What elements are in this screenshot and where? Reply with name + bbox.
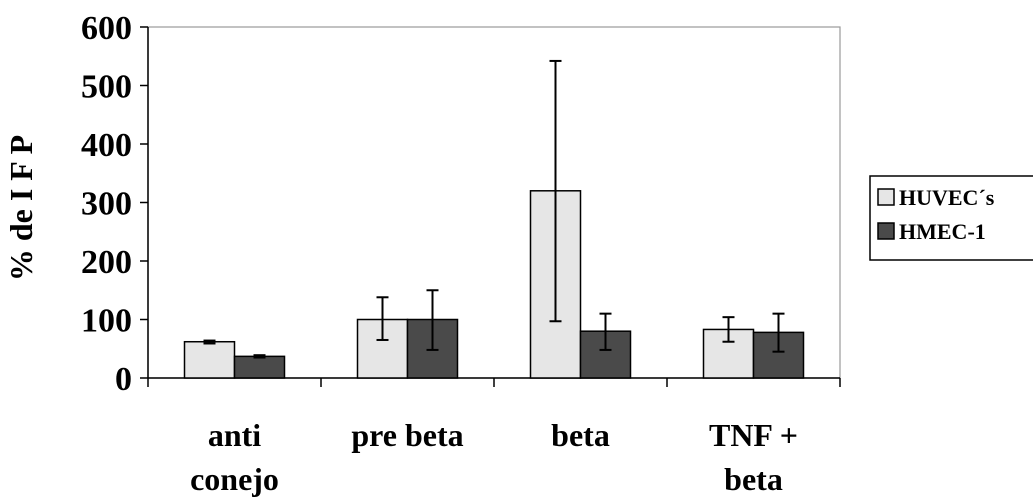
bar-hmec-1	[233, 355, 286, 379]
y-tick-label: 600	[81, 10, 132, 47]
legend-box	[869, 175, 1033, 261]
plot-frame	[147, 26, 841, 379]
error-bars-layer	[203, 59, 785, 359]
x-category-label: beta	[551, 417, 610, 453]
x-category-label: beta	[724, 461, 783, 497]
bars-layer	[183, 190, 805, 379]
legend-swatch	[877, 222, 895, 240]
x-category-label: pre beta	[351, 417, 463, 453]
y-tick-label: 300	[81, 186, 132, 223]
y-axis-ticks: 0 100 200 300 400 500 600	[81, 10, 148, 398]
y-tick-label: 500	[81, 69, 132, 106]
legend-label: HMEC-1	[899, 219, 986, 244]
category-labels: anti conejo pre beta beta TNF + beta	[190, 417, 798, 497]
x-category-label: conejo	[190, 461, 279, 497]
y-tick-label: 0	[115, 361, 132, 398]
legend-label: HUVEC´s	[899, 185, 995, 210]
plot-border	[147, 26, 841, 379]
x-axis-ticks	[147, 378, 841, 387]
legend-swatch	[877, 188, 895, 206]
x-category-label: anti	[208, 417, 261, 453]
bar-huvec-s	[183, 340, 236, 379]
y-tick-label: 200	[81, 244, 132, 281]
x-category-label: TNF +	[709, 417, 798, 453]
y-tick-label: 400	[81, 127, 132, 164]
legend: HUVEC´s HMEC-1	[869, 175, 1033, 261]
y-axis-label: % de I F P	[3, 135, 39, 281]
y-tick-label: 100	[81, 303, 132, 340]
